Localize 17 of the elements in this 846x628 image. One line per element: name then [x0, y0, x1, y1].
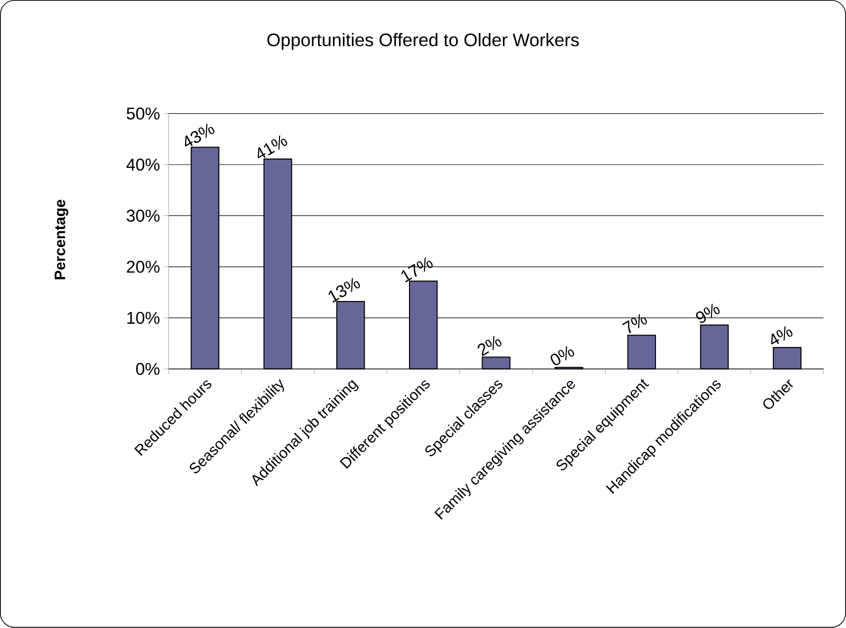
y-tick-label: 20%	[126, 260, 160, 273]
y-tick-label: 0%	[136, 363, 160, 376]
y-tick-label: 30%	[126, 210, 160, 222]
data-label: 2%	[478, 336, 502, 356]
data-label: 0%	[550, 346, 574, 366]
data-label: 43%	[184, 124, 214, 147]
y-tick-label: 40%	[126, 158, 160, 171]
y-axis-title: Percentage	[54, 200, 68, 280]
data-label: 4%	[771, 326, 792, 345]
chart-title: Opportunities Offered to Older Workers	[267, 33, 579, 50]
data-label: 13%	[328, 278, 360, 303]
y-tick-label: 10%	[127, 312, 160, 324]
data-label: 17%	[401, 257, 433, 282]
data-label: 9%	[696, 304, 720, 324]
data-label: 7%	[622, 314, 647, 334]
data-label: 41%	[258, 135, 288, 159]
y-tick-label: 50%	[126, 108, 160, 120]
